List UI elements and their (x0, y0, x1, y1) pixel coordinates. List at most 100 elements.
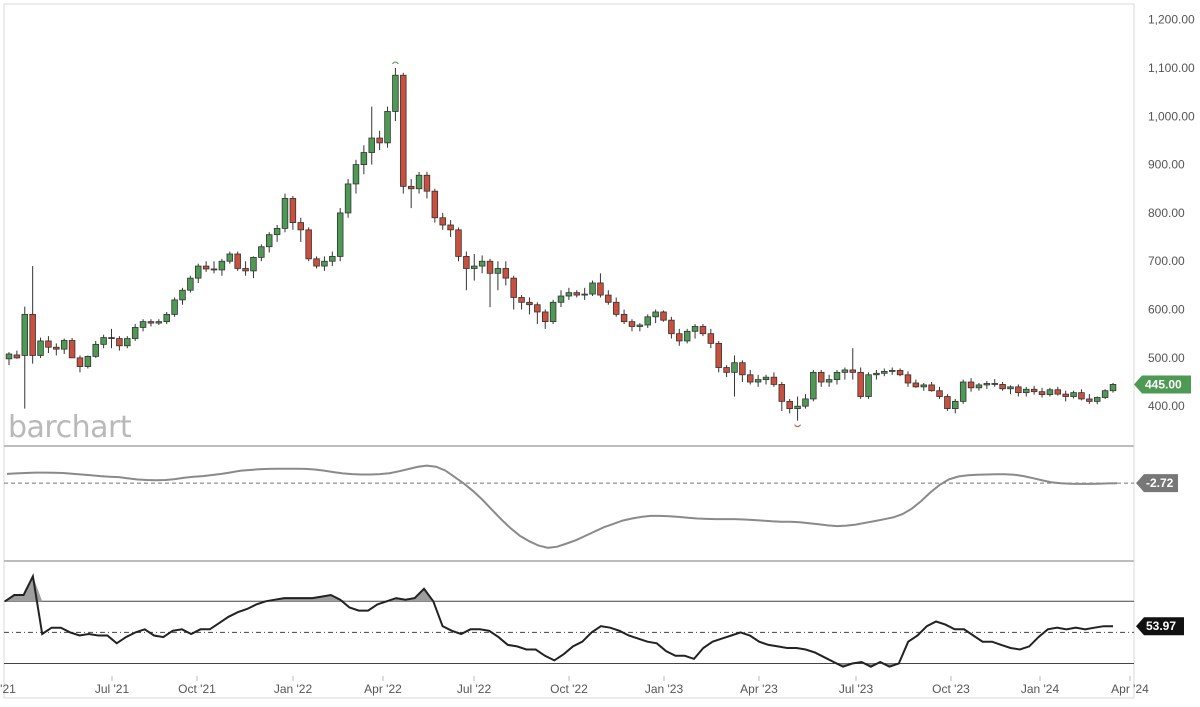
candle-body (762, 376, 770, 381)
candle-86 (683, 328, 691, 344)
candle-128 (1015, 384, 1022, 397)
candle-body (920, 384, 927, 388)
price-tick-label-4: 800.00 (1148, 206, 1185, 220)
candle-62 (494, 261, 502, 291)
candle-107 (849, 348, 857, 380)
candle-body (904, 374, 912, 384)
candle-43 (344, 179, 352, 218)
price-tick-label-0: 1,200.00 (1148, 13, 1195, 27)
rsi-pane[interactable]: 53.97 (4, 573, 1184, 668)
candle-19 (155, 319, 163, 326)
candle-body (431, 190, 439, 219)
candle-71 (565, 287, 573, 300)
candle-body (975, 384, 983, 389)
candle-7 (60, 338, 68, 354)
candle-131 (1038, 387, 1046, 398)
candle-body (526, 301, 533, 306)
candle-body (368, 137, 375, 153)
candle-body (486, 260, 494, 274)
candle-body (636, 324, 644, 327)
high-marker (392, 61, 399, 65)
candle-40 (321, 256, 328, 271)
candle-96 (762, 374, 770, 385)
low-marker (794, 424, 801, 428)
candle-114 (904, 371, 912, 387)
candle-body (21, 313, 29, 356)
candle-129 (1023, 386, 1030, 397)
candle-26 (210, 261, 218, 274)
candle-body (352, 164, 360, 185)
candle-body (707, 333, 715, 344)
candle-42 (336, 208, 344, 262)
candle-body (1062, 393, 1069, 397)
candle-54 (431, 188, 439, 223)
candle-84 (668, 316, 675, 339)
candle-74 (589, 280, 596, 297)
price-pane[interactable]: 1,200.00 1,100.00 1,000.00 900.00 800.00 700.… (5, 13, 1195, 428)
candle-138 (1093, 396, 1101, 405)
macd-tag-value: -2.72 (1146, 476, 1174, 490)
candle-28 (226, 251, 234, 264)
candle-76 (605, 290, 612, 305)
candle-108 (857, 367, 864, 399)
candle-body (210, 268, 218, 271)
candle-body (660, 311, 667, 321)
candle-94 (747, 369, 754, 385)
candle-68 (541, 309, 549, 329)
candle-137 (1086, 394, 1093, 404)
candle-122 (967, 378, 975, 392)
candle-61 (486, 258, 494, 308)
candle-14 (116, 336, 123, 351)
candle-21 (171, 297, 178, 317)
candle-body (376, 137, 383, 144)
candle-27 (218, 258, 226, 276)
candle-body (841, 369, 849, 373)
last-price-tag-bg (1134, 375, 1191, 394)
candle-body (92, 343, 99, 357)
candle-body (936, 390, 943, 397)
candle-body (1070, 392, 1077, 397)
candle-body (928, 384, 935, 392)
candle-52 (415, 171, 423, 194)
candle-body (131, 327, 139, 339)
candle-body (1030, 388, 1038, 393)
candle-body (518, 297, 525, 303)
macd-pane[interactable]: -2.72 (4, 464, 1178, 549)
candle-body (612, 301, 620, 315)
candle-body (147, 321, 155, 324)
candle-body (5, 353, 13, 360)
candle-body (581, 293, 588, 296)
candle-36 (289, 196, 297, 230)
candle-101 (802, 394, 809, 409)
candle-body (849, 369, 857, 373)
candle-24 (195, 263, 202, 283)
candle-body (502, 268, 510, 279)
candle-45 (360, 145, 368, 175)
watermark-logo: barchart (8, 410, 132, 445)
candle-98 (778, 382, 786, 412)
candle-body (628, 321, 636, 327)
candle-39 (313, 256, 320, 269)
x-tick-label-2: Oct '21 (178, 682, 216, 696)
candle-121 (959, 379, 967, 404)
candle-9 (76, 355, 84, 373)
candle-body (415, 174, 423, 190)
candle-12 (100, 334, 107, 349)
candle-body (108, 337, 115, 339)
candle-body (447, 224, 454, 231)
candle-body (84, 356, 92, 367)
candle-body (179, 289, 186, 301)
candle-30 (242, 261, 249, 276)
candle-body (242, 268, 249, 272)
x-tick-label-11: Jan '24 (1021, 682, 1060, 696)
candle-body (833, 371, 841, 381)
candle-31 (250, 256, 257, 279)
candle-body (676, 333, 683, 342)
candle-body (265, 234, 273, 248)
candle-body (250, 256, 257, 272)
candle-body (463, 256, 470, 269)
candle-64 (510, 275, 517, 310)
candle-4 (37, 337, 44, 358)
